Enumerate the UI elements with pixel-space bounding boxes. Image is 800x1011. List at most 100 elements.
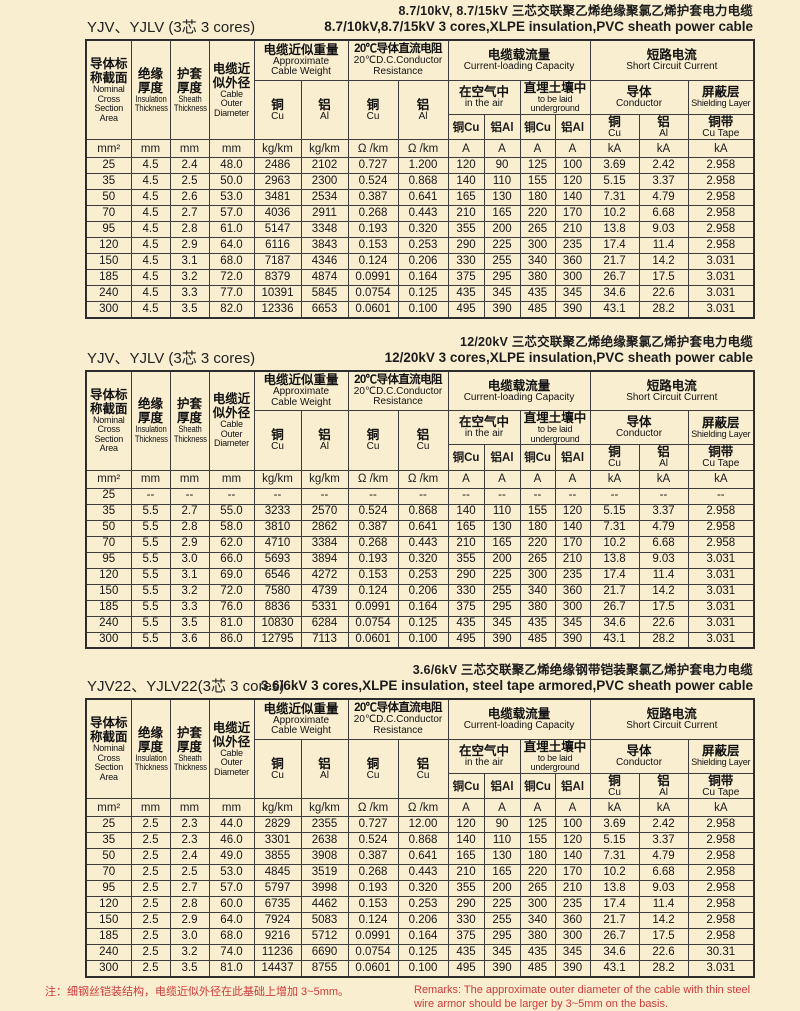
table-cell: 90	[484, 158, 520, 174]
table-cell: 345	[484, 286, 520, 302]
table-cell: 28.2	[639, 302, 688, 318]
table-cell: --	[520, 488, 555, 504]
air-en: in the air	[449, 99, 520, 110]
table-cell: 69.0	[209, 568, 254, 584]
res-al-en: Cu	[399, 771, 448, 782]
table-cell: 3998	[301, 881, 348, 897]
table-row: 25----------------------------	[86, 488, 754, 504]
table-cell: 165	[484, 865, 520, 881]
table-cell: 0.268	[348, 206, 398, 222]
cond-al-zh: 铝	[640, 115, 688, 129]
cond-cu-zh: 铜	[591, 774, 639, 788]
group-capacity-zh: 电缆载流量	[449, 379, 590, 393]
table-cell: 95	[86, 881, 131, 897]
table-cell: 360	[555, 584, 590, 600]
weight-al-zh: 铝	[302, 428, 348, 442]
table-cell: 150	[86, 584, 131, 600]
table-cell: 57.0	[209, 206, 254, 222]
air-zh: 在空气中	[449, 415, 520, 429]
table-cell: 355	[448, 552, 484, 568]
group-capacity-en: Current-loading Capacity	[449, 393, 590, 404]
unit-cell: A	[448, 470, 484, 488]
unit-cell: A	[484, 799, 520, 817]
cond-cu-en: Cu	[591, 129, 639, 140]
table-cell: 28.2	[639, 632, 688, 648]
table-cell: 55.0	[209, 504, 254, 520]
table-cell: 380	[520, 600, 555, 616]
table-cell: 2911	[301, 206, 348, 222]
weight-cu-en: Cu	[255, 442, 301, 453]
table-cell: 11.4	[639, 568, 688, 584]
table-cell: 0.124	[348, 913, 398, 929]
unit-cell: mm	[209, 799, 254, 817]
table-cell: 11.4	[639, 238, 688, 254]
cable-type-code: YJV、YJLV (3芯 3 cores)	[87, 16, 255, 37]
table-cell: 2.958	[688, 865, 754, 881]
table-cell: 5.5	[131, 584, 170, 600]
table-cell: 345	[484, 616, 520, 632]
table-cell: 0.206	[398, 254, 448, 270]
table-cell: 435	[520, 945, 555, 961]
air-cu: 铜Cu	[453, 452, 480, 464]
table-cell: 4.5	[131, 158, 170, 174]
col-air-al: 铝Al	[484, 114, 520, 140]
table-cell: 3.2	[170, 584, 209, 600]
table-cell: 4845	[254, 865, 301, 881]
table-section-1: 8.7/10kV, 8.7/15kV 三芯交联聚乙烯绝缘聚氯乙烯护套电力电缆 8…	[85, 2, 755, 319]
table-cell: 120	[448, 817, 484, 833]
table-cell: 86.0	[209, 632, 254, 648]
table-cell: 0.387	[348, 190, 398, 206]
table-cell: 300	[520, 568, 555, 584]
group-short-en: Short Circuit Current	[591, 62, 754, 73]
underground-zh: 直埋土壤中	[521, 740, 590, 754]
table-cell: 300	[555, 929, 590, 945]
table-cell: 70	[86, 206, 131, 222]
table-cell: 3.3	[170, 600, 209, 616]
table-cell: 4.79	[639, 849, 688, 865]
table-cell: 210	[448, 536, 484, 552]
table-cell: 100	[555, 817, 590, 833]
table-cell: 210	[555, 222, 590, 238]
table-cell: 95	[86, 222, 131, 238]
table-cell: 3.37	[639, 504, 688, 520]
table-cell: --	[590, 488, 639, 504]
table-cell: 2.9	[170, 238, 209, 254]
table-cell: 3.031	[688, 568, 754, 584]
unit-cell: kA	[688, 470, 754, 488]
table-cell: 5147	[254, 222, 301, 238]
unit-cell: A	[484, 140, 520, 158]
table-cell: 3.031	[688, 616, 754, 632]
table-cell: 70	[86, 536, 131, 552]
unit-cell: Ω /km	[348, 140, 398, 158]
table-cell: 170	[555, 206, 590, 222]
table-cell: 210	[448, 865, 484, 881]
table-cell: 125	[520, 817, 555, 833]
table-cell: 2355	[301, 817, 348, 833]
table-cell: 26.7	[590, 929, 639, 945]
table-cell: 10.2	[590, 206, 639, 222]
unit-cell: Ω /km	[398, 470, 448, 488]
table-cell: 0.100	[398, 632, 448, 648]
table-cell: 2.958	[688, 929, 754, 945]
table-cell: 340	[520, 913, 555, 929]
res-al-zh: 铝	[399, 98, 448, 112]
group-weight-en: Approximate Cable Weight	[255, 57, 348, 78]
unit-cell: mm	[131, 470, 170, 488]
ug-cu: 铜Cu	[524, 781, 551, 793]
table-cell: --	[170, 488, 209, 504]
col-air-cu: 铜Cu	[448, 114, 484, 140]
table-cell: 0.164	[398, 600, 448, 616]
table-cell: 495	[448, 632, 484, 648]
table-cell: 22.6	[639, 945, 688, 961]
unit-cell: mm	[170, 470, 209, 488]
table-cell: 0.320	[398, 222, 448, 238]
